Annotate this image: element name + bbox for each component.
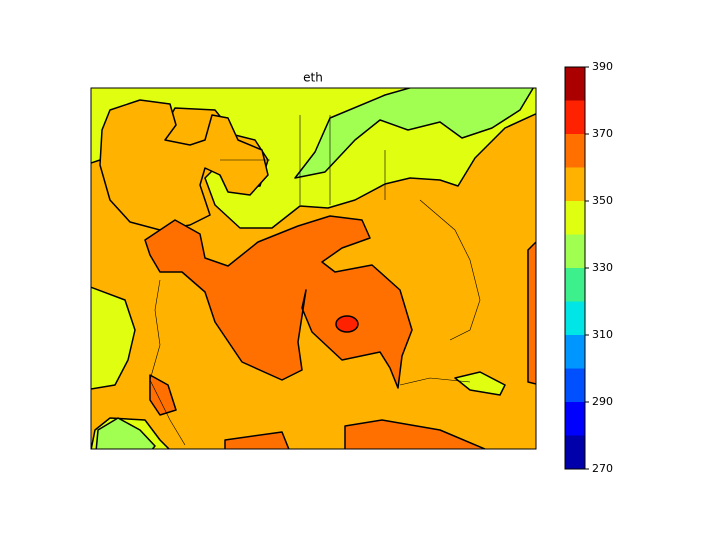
colorbar-tick-label: 290 — [592, 395, 613, 408]
colorbar-segment — [565, 234, 585, 268]
dark-orange-region — [527, 240, 536, 385]
colorbar-segment — [565, 201, 585, 235]
yellow-region — [454, 371, 506, 396]
dark-orange-region — [344, 419, 487, 449]
colorbar-segment — [565, 402, 585, 436]
colorbar-tick-label: 270 — [592, 462, 613, 475]
colorbar-segment — [565, 134, 585, 168]
red-core — [335, 315, 359, 333]
colorbar-tick-label: 350 — [592, 194, 613, 207]
dark-orange-region — [224, 431, 290, 449]
colorbar-segment — [565, 67, 585, 101]
colorbar-segment — [565, 335, 585, 369]
orange-region — [99, 99, 269, 231]
map-frame — [90, 87, 537, 450]
dark-orange-region — [144, 215, 413, 389]
green-region — [294, 88, 535, 179]
colorbar-segment — [565, 435, 585, 469]
colorbar-segment — [565, 268, 585, 302]
colorbar-segment — [565, 167, 585, 201]
colorbar-tick-label: 330 — [592, 261, 613, 274]
map-title: eth — [303, 71, 323, 85]
colorbar-segment — [565, 100, 585, 134]
colorbar-segment — [565, 368, 585, 402]
coastline — [149, 115, 481, 446]
green-region — [95, 417, 156, 449]
dark-orange-region — [149, 374, 177, 416]
colorbar-segment — [565, 301, 585, 335]
colorbar: 270 290 310 330 350 370 390 — [564, 60, 613, 475]
map-area — [91, 88, 536, 449]
colorbar-tick-label: 310 — [592, 328, 613, 341]
yellow-region — [91, 286, 136, 390]
colorbar-tick-label: 370 — [592, 127, 613, 140]
colorbar-tick-label: 390 — [592, 60, 613, 73]
